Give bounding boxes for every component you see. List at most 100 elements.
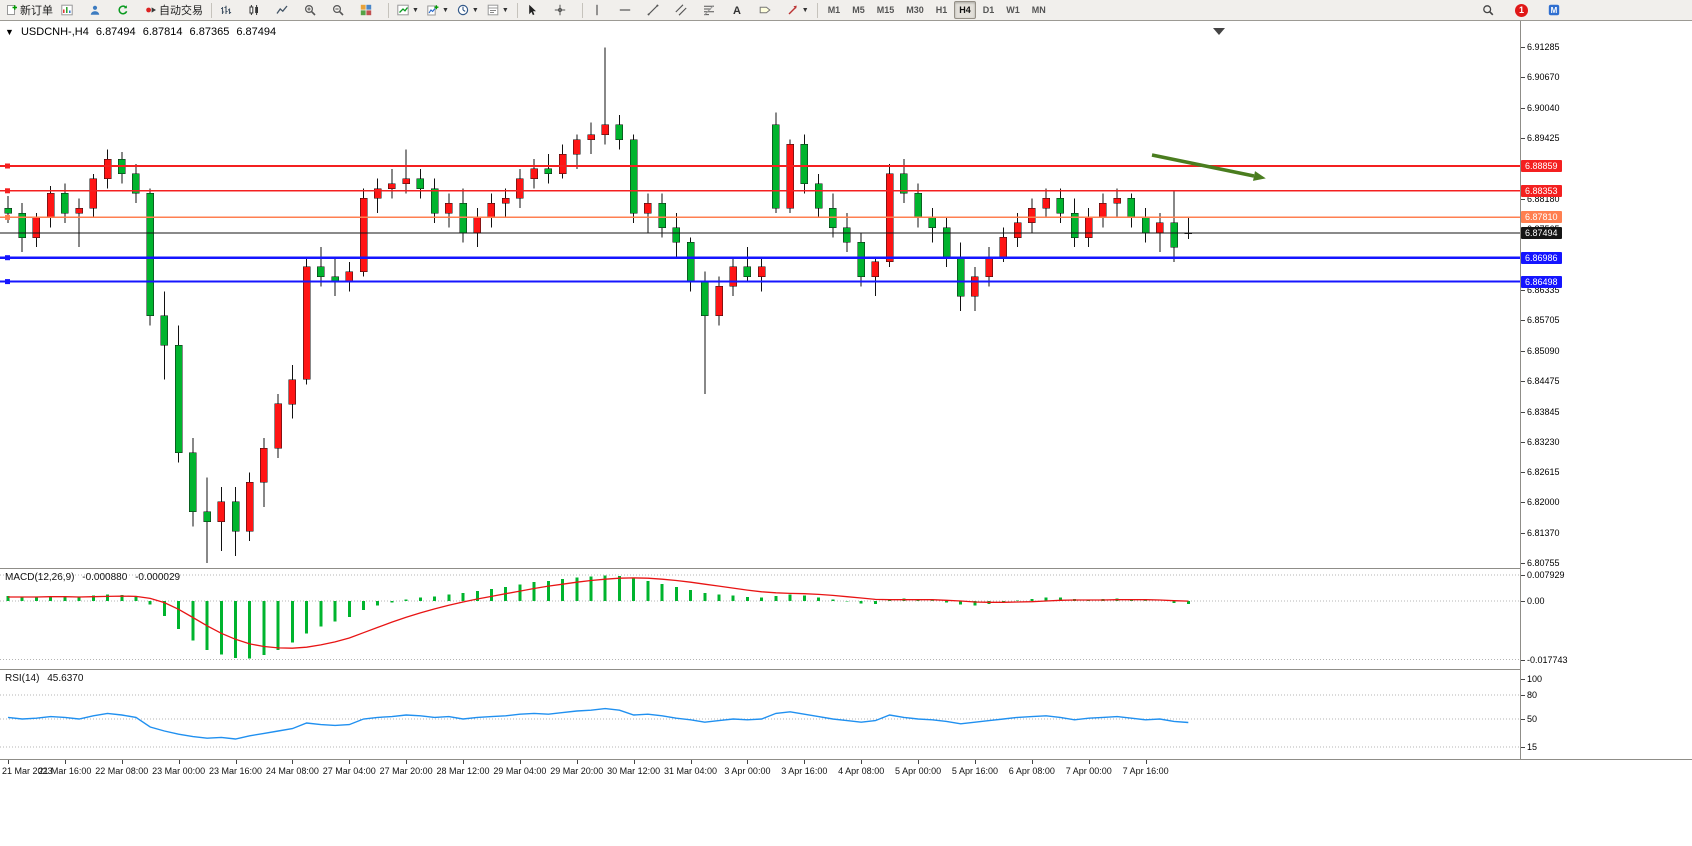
low-value: 6.87365 bbox=[189, 26, 230, 38]
crosshair-icon bbox=[554, 4, 566, 16]
macd-signal-line bbox=[8, 577, 1189, 649]
axis-tick bbox=[1521, 199, 1525, 200]
new-order-icon bbox=[6, 4, 18, 16]
price-axis[interactable]: 6.912856.906706.900406.894256.888106.881… bbox=[1521, 21, 1692, 781]
time-axis[interactable]: 21 Mar 2023 21 Mar 16:00 22 Mar 08:00 23 Ma… bbox=[0, 759, 1692, 784]
time-tick bbox=[1145, 760, 1147, 764]
toolbar-separator bbox=[388, 2, 389, 18]
time-label: 27 Mar 04:00 bbox=[322, 766, 376, 776]
zoom-out-icon bbox=[332, 4, 344, 16]
auto-trading-label: 自动交易 bbox=[159, 5, 203, 17]
timeframe-m15-button[interactable]: M15 bbox=[876, 5, 895, 15]
time-label: 5 Apr 00:00 bbox=[895, 766, 942, 776]
macd-chart[interactable] bbox=[0, 569, 1520, 669]
open-chart-window-button[interactable] bbox=[57, 0, 85, 20]
equidistant-channel-button[interactable] bbox=[671, 0, 699, 20]
notifications-button[interactable]: 1 bbox=[1511, 0, 1539, 20]
indicators-button[interactable]: ▼ bbox=[423, 0, 453, 20]
price-badge: 6.86986 bbox=[1521, 252, 1562, 264]
axis-tick bbox=[1521, 412, 1525, 413]
price-tick-label: 6.82000 bbox=[1527, 497, 1560, 507]
time-tick bbox=[235, 760, 237, 764]
market-profile-button[interactable] bbox=[85, 0, 113, 20]
macd-tick-label: -0.017743 bbox=[1527, 655, 1568, 665]
rsi-tick-label: 80 bbox=[1527, 690, 1538, 700]
macd-main-value: -0.000880 bbox=[82, 572, 128, 583]
time-label: 7 Apr 16:00 bbox=[1122, 766, 1169, 776]
price-badge: 6.87494 bbox=[1521, 227, 1562, 239]
axis-tick bbox=[1521, 695, 1525, 696]
chart-window: ▼ USDCNH-,H4 6.87494 6.87814 6.87365 6.8… bbox=[0, 21, 1692, 846]
candlestick-chart[interactable] bbox=[0, 21, 1520, 568]
refresh-button[interactable] bbox=[113, 0, 141, 20]
chevron-down-icon: ▼ bbox=[441, 6, 449, 14]
cursor-button[interactable] bbox=[522, 0, 550, 20]
rsi-value: 45.6370 bbox=[47, 673, 84, 684]
trend-arrow-annotation bbox=[1151, 153, 1266, 181]
panel-divider-macd[interactable] bbox=[0, 568, 1692, 569]
time-label: 30 Mar 12:00 bbox=[607, 766, 661, 776]
periods-button[interactable]: ▼ bbox=[453, 0, 483, 20]
timeframe-h4-button[interactable]: H4 bbox=[954, 1, 976, 19]
crosshair-button[interactable] bbox=[550, 0, 578, 20]
timeframe-d1-button[interactable]: D1 bbox=[982, 5, 995, 15]
time-label: 3 Apr 16:00 bbox=[781, 766, 828, 776]
price-badge: 6.88353 bbox=[1521, 185, 1562, 197]
time-tick bbox=[633, 760, 635, 764]
trendline-button[interactable] bbox=[643, 0, 671, 20]
time-tick bbox=[861, 760, 863, 764]
chart-window-icon bbox=[61, 4, 73, 16]
community-icon: M bbox=[1548, 4, 1560, 16]
panel-divider-rsi[interactable] bbox=[0, 669, 1692, 670]
zoom-out-button[interactable] bbox=[328, 0, 356, 20]
high-value: 6.87814 bbox=[142, 26, 183, 38]
time-label: 6 Apr 08:00 bbox=[1008, 766, 1055, 776]
timeframe-m1-button[interactable]: M1 bbox=[827, 5, 841, 15]
bar-chart-mode-button[interactable] bbox=[216, 0, 244, 20]
new-chart-button[interactable]: ▼ bbox=[393, 0, 423, 20]
time-label: 3 Apr 00:00 bbox=[724, 766, 771, 776]
new-order-button[interactable]: 新订单 bbox=[2, 0, 57, 20]
cursor-icon bbox=[526, 4, 538, 16]
vertical-line-button[interactable] bbox=[587, 0, 615, 20]
search-button[interactable] bbox=[1478, 0, 1506, 20]
toolbar-separator bbox=[581, 2, 583, 18]
price-tick-label: 6.80755 bbox=[1527, 558, 1560, 568]
candlestick-mode-button[interactable] bbox=[244, 0, 272, 20]
time-tick bbox=[918, 760, 920, 764]
chevron-down-icon: ▼ bbox=[471, 6, 479, 14]
rsi-chart[interactable] bbox=[0, 670, 1520, 759]
text-button[interactable]: A bbox=[727, 0, 755, 20]
line-chart-mode-button[interactable] bbox=[272, 0, 300, 20]
text-label-button[interactable] bbox=[755, 0, 783, 20]
timeframe-w1-button[interactable]: W1 bbox=[1006, 5, 1020, 15]
chart-shift-marker bbox=[1213, 28, 1225, 35]
macd-tick-label: 0.007929 bbox=[1527, 570, 1565, 580]
timeframe-h1-button[interactable]: H1 bbox=[935, 5, 948, 15]
macd-histogram bbox=[6, 575, 1190, 659]
macd-name: MACD(12,26,9) bbox=[5, 572, 75, 583]
templates-button[interactable]: ▼ bbox=[483, 0, 513, 20]
timeframe-m30-button[interactable]: M30 bbox=[906, 5, 924, 15]
price-badge: 6.88859 bbox=[1521, 160, 1562, 172]
axis-tick bbox=[1521, 533, 1525, 534]
community-button[interactable]: M bbox=[1544, 0, 1572, 20]
tile-windows-button[interactable] bbox=[356, 0, 384, 20]
refresh-icon bbox=[117, 4, 129, 16]
axis-tick bbox=[1521, 472, 1525, 473]
time-tick bbox=[349, 760, 351, 764]
arrows-button[interactable]: ▼ bbox=[783, 0, 813, 20]
timeframe-m5-button[interactable]: M5 bbox=[852, 5, 865, 15]
axis-tick bbox=[1521, 138, 1525, 139]
fibonacci-retracement-button[interactable] bbox=[699, 0, 727, 20]
auto-trading-button[interactable]: 自动交易 bbox=[141, 0, 207, 20]
chart-ohlc-header: ▼ USDCNH-,H4 6.87494 6.87814 6.87365 6.8… bbox=[5, 26, 280, 38]
zoom-in-button[interactable] bbox=[300, 0, 328, 20]
toolbar-left-group: 新订单 自动交易 ▼ ▼ ▼ ▼ A ▼ bbox=[2, 0, 822, 20]
timeframe-mn-button[interactable]: MN bbox=[1031, 5, 1046, 15]
horizontal-line-button[interactable] bbox=[615, 0, 643, 20]
hline-icon bbox=[619, 4, 631, 16]
